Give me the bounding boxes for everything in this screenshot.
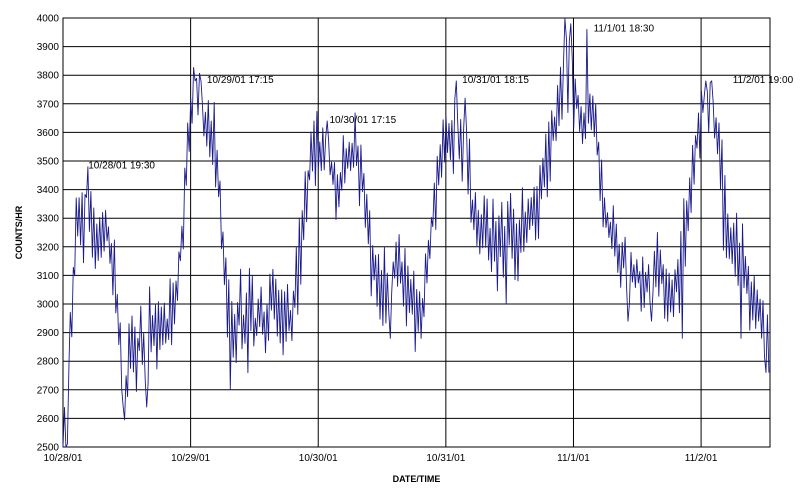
peak-annotation-4: 11/1/01 18:30 (594, 23, 655, 34)
y-tick-label-1: 2600 (37, 414, 60, 425)
peak-annotation-1: 10/29/01 17:15 (207, 75, 274, 86)
counts-series-line (62, 17, 770, 448)
x-tick-label-2: 10/30/01 (299, 453, 338, 464)
y-tick-label-7: 3200 (37, 242, 60, 253)
y-tick-label-12: 3700 (37, 99, 60, 110)
y-tick-label-2: 2700 (37, 385, 60, 396)
y-tick-label-9: 3400 (37, 185, 60, 196)
y-tick-label-0: 2500 (37, 443, 60, 454)
x-tick-label-1: 10/29/01 (171, 453, 210, 464)
y-tick-label-8: 3300 (37, 214, 60, 225)
x-tick-label-5: 11/2/01 (685, 453, 718, 464)
peak-annotation-5: 11/2/01 19:00 (733, 75, 794, 86)
peak-annotations: 10/28/01 19:30 10/29/01 17:15 10/30/01 17:… (88, 23, 793, 171)
y-tick-label-13: 3800 (37, 71, 60, 82)
y-tick-label-4: 2900 (37, 328, 60, 339)
peak-annotation-3: 10/31/01 18:15 (462, 75, 529, 86)
plot-area-frame (62, 17, 771, 448)
y-axis-title: COUNTS/HR (14, 205, 24, 259)
y-tick-label-3: 2800 (37, 357, 60, 368)
x-tick-label-3: 10/31/01 (426, 453, 465, 464)
peak-annotation-0: 10/28/01 19:30 (88, 161, 155, 172)
peak-annotation-2: 10/30/01 17:15 (329, 115, 396, 126)
y-tick-label-5: 3000 (37, 300, 60, 311)
x-axis-tick-labels: 10/28/01 10/29/01 10/30/01 10/31/01 11/1/01 1… (44, 453, 718, 464)
y-tick-label-11: 3600 (37, 128, 60, 139)
y-tick-label-15: 4000 (37, 14, 60, 25)
y-tick-label-6: 3100 (37, 271, 60, 282)
y-axis-tick-labels: 2500 2600 2700 2800 2900 3000 3100 3200 3300 3400… (37, 14, 60, 454)
x-axis-title: DATE/TIME (393, 474, 441, 484)
y-tick-label-10: 3500 (37, 157, 60, 168)
x-tick-label-4: 11/1/01 (557, 453, 590, 464)
y-tick-label-14: 3900 (37, 42, 60, 53)
x-tick-label-0: 10/28/01 (44, 453, 83, 464)
